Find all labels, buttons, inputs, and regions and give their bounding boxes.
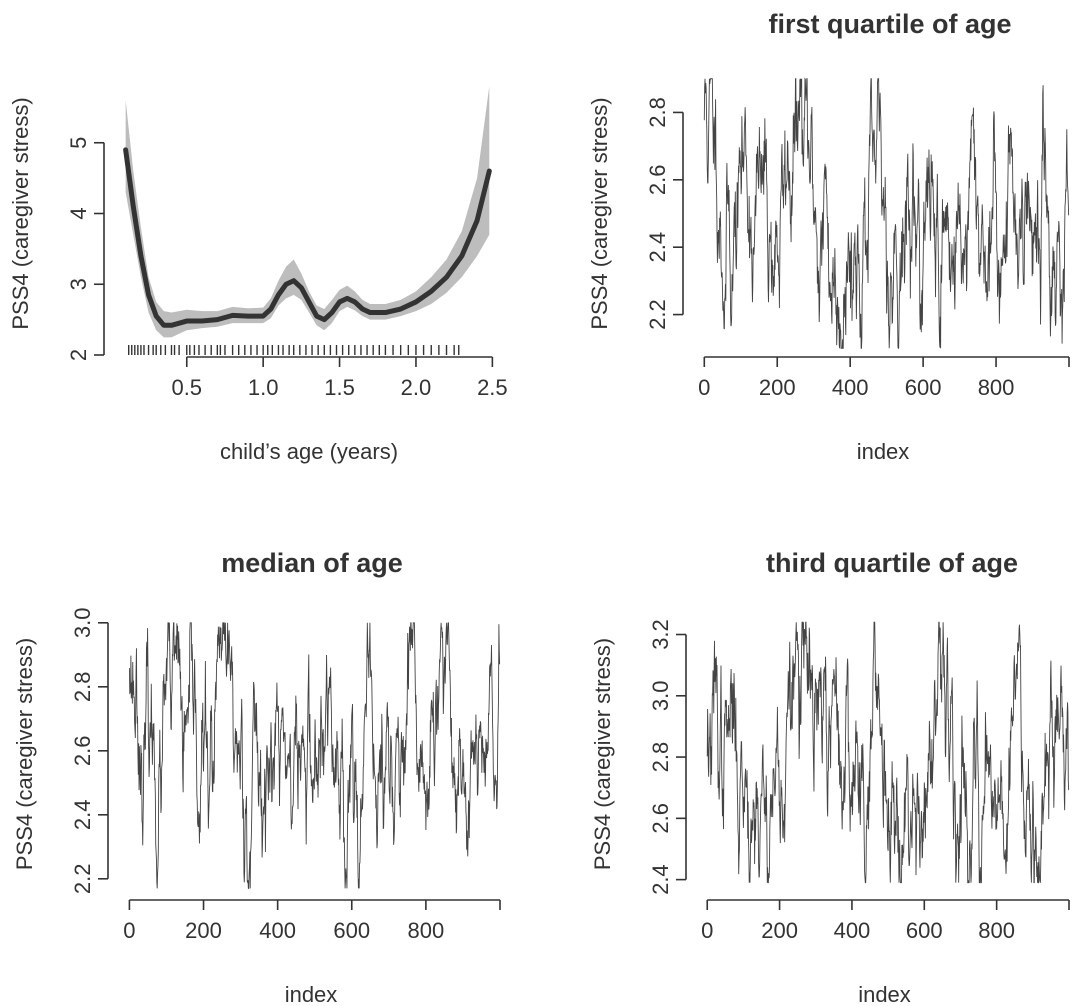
trace-line [707,622,1068,882]
x-axis-title: child’s age (years) [220,439,398,464]
y-tick-label: 2.6 [70,736,95,767]
x-tick-label: 800 [408,918,445,943]
x-tick-label: 1.0 [248,375,279,400]
x-tick-label: 200 [185,918,222,943]
y-tick-label: 4 [66,207,91,219]
y-tick-label: 2.2 [70,864,95,895]
y-tick-label: 2.4 [645,232,670,263]
y-tick-label: 2.8 [645,97,670,128]
x-tick-label: 400 [832,375,869,400]
trace-line [704,79,1068,349]
panel-title: median of age [221,548,403,578]
y-tick-label: 2.8 [70,672,95,703]
x-tick-label: 600 [905,375,942,400]
y-tick-label: 2.4 [70,800,95,831]
y-tick-label: 3.2 [648,619,673,650]
x-axis-title: index [285,982,338,1006]
y-axis-title: PSS4 (caregiver stress) [12,638,37,870]
x-tick-label: 200 [761,918,798,943]
x-tick-label: 800 [978,918,1015,943]
x-tick-label: 0 [701,918,713,943]
x-tick-label: 2.0 [401,375,432,400]
panel-third-quartile-trace: third quartile of age 2.4 2.6 2.8 3.0 3.2 0 20… [590,548,1069,1006]
y-tick-label: 2.6 [645,165,670,196]
y-tick-label: 2.8 [648,742,673,773]
y-axis-title: PSS4 (caregiver stress) [8,97,33,329]
rug-marks [129,345,459,355]
x-tick-label: 400 [259,918,296,943]
trace-line [129,623,499,889]
y-axis-title: PSS4 (caregiver stress) [587,97,612,329]
y-tick-label: 2.4 [648,864,673,895]
x-tick-label: 200 [759,375,796,400]
panel-first-quartile-trace: first quartile of age 2.2 2.4 2.6 2.8 0 200 40… [587,9,1069,464]
y-tick-label: 2.6 [648,803,673,834]
y-tick-label: 2.2 [645,299,670,330]
y-tick-label: 3.0 [648,680,673,711]
panel-age-smooth: 2 3 4 5 0.5 1.0 1.5 2.0 2.5 child’s age (years) PS… [8,86,508,464]
panel-title: third quartile of age [766,548,1018,578]
x-tick-label: 0.5 [171,375,202,400]
x-axis-title: index [857,439,910,464]
x-tick-label: 800 [978,375,1015,400]
y-axis-title: PSS4 (caregiver stress) [590,638,615,870]
x-tick-label: 1.5 [324,375,355,400]
x-tick-label: 2.5 [477,375,508,400]
x-tick-label: 600 [333,918,370,943]
x-tick-label: 0 [123,918,135,943]
y-tick-label: 3 [66,278,91,290]
x-tick-label: 400 [834,918,871,943]
y-tick-label: 2 [66,349,91,361]
panel-median-trace: median of age 2.2 2.4 2.6 2.8 3.0 0 200 400 600 8… [12,548,500,1006]
y-tick-label: 3.0 [70,608,95,639]
y-tick-label: 5 [66,137,91,149]
x-tick-label: 0 [698,375,710,400]
x-axis-title: index [858,982,911,1006]
panel-title: first quartile of age [768,9,1011,39]
x-tick-label: 600 [906,918,943,943]
